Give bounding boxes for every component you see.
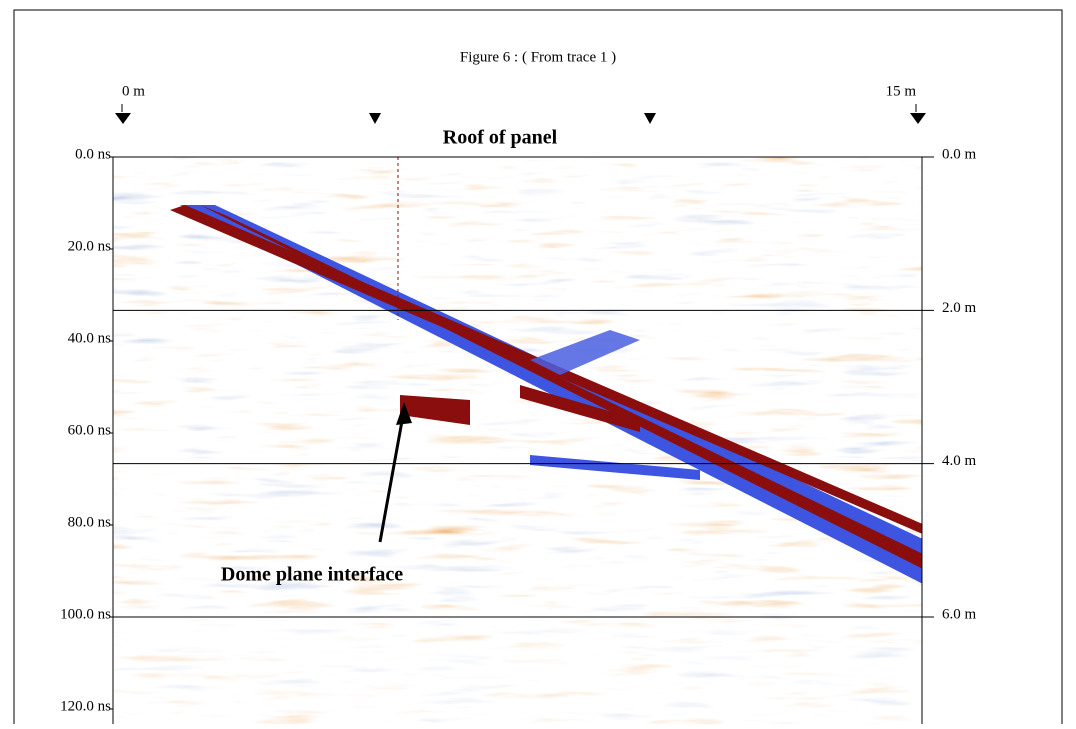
y-tick-label: 40.0 ns	[68, 330, 112, 346]
x-tick-label: 0 m	[122, 83, 145, 99]
y-tick-label: 120.0 ns	[60, 698, 111, 714]
y-tick-label: 20.0 ns	[68, 238, 112, 254]
y2-tick-label: 4.0 m	[942, 453, 977, 469]
y-tick-label: 60.0 ns	[68, 422, 112, 438]
y2-tick-label: 2.0 m	[942, 300, 977, 316]
radargram-image	[113, 157, 925, 724]
y2-tick-label: 6.0 m	[942, 606, 977, 622]
y-tick-label: 100.0 ns	[60, 606, 111, 622]
y2-tick-label: 0.0 m	[942, 146, 977, 162]
y-tick-label: 80.0 ns	[68, 514, 112, 530]
annotation: Dome plane interface	[221, 564, 403, 586]
y-tick-label: 0.0 ns	[75, 146, 111, 162]
figure: Figure 6 : ( From trace 1 ) Roof of pane…	[0, 0, 1076, 724]
annotation: Roof of panel	[443, 127, 558, 149]
chart-title: Figure 6 : ( From trace 1 )	[460, 49, 616, 65]
x-tick-label: 15 m	[886, 83, 917, 99]
page: {"chart_data":{"type":"radargram","title…	[0, 0, 1076, 724]
